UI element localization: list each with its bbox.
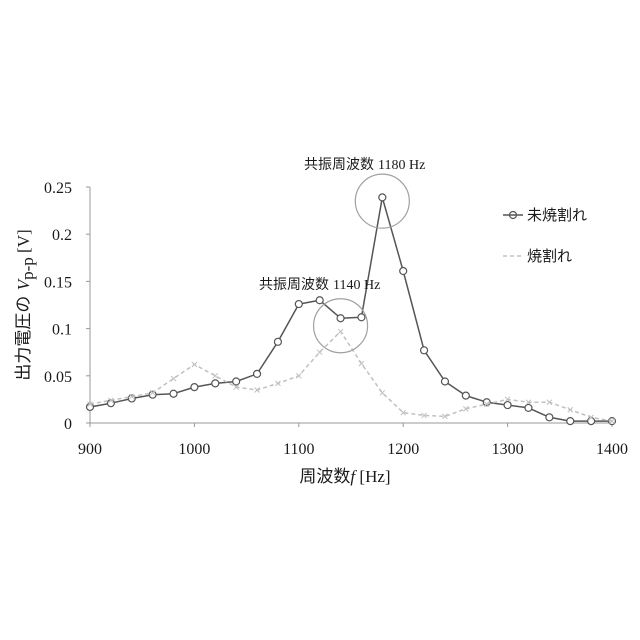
- y-tick-label-0: 0: [64, 416, 72, 433]
- x-tick-label-900: 900: [78, 441, 102, 458]
- series-1-point: [317, 350, 322, 355]
- series-0-point: [337, 315, 344, 322]
- y-axis-label-sub: p-p: [18, 257, 37, 280]
- x-tick-label-1100: 1100: [283, 441, 314, 458]
- series-1-point: [213, 373, 218, 378]
- annotation-value-peak1180: 1180 Hz: [378, 158, 425, 173]
- series-0-point: [421, 347, 428, 354]
- x-tick-label-1200: 1200: [387, 441, 419, 458]
- y-tick-label-1: 0.05: [44, 369, 72, 386]
- annotation-prefix-peak1140: 共振周波数: [259, 277, 329, 293]
- series-0-point: [274, 338, 281, 345]
- annotation-value-peak1140: 1140 Hz: [333, 278, 380, 293]
- series-0-point: [295, 301, 302, 308]
- x-axis-label-unit: [Hz]: [355, 467, 390, 486]
- series-0: [87, 194, 616, 425]
- series-0-point: [504, 402, 511, 409]
- y-axis-label: 出力電圧の Vp-p [V]: [14, 229, 37, 380]
- annotations: 共振周波数 1180 Hz 共振周波数 1140 Hz: [259, 157, 425, 353]
- series-0-point: [525, 404, 532, 411]
- plot-series: [87, 194, 616, 425]
- y-axis-label-unit: [V]: [14, 229, 33, 257]
- series-0-point: [462, 392, 469, 399]
- x-tick-label-1300: 1300: [492, 441, 524, 458]
- y-tick-label-5: 0.25: [44, 180, 72, 197]
- legend: 未焼割れ 焼割れ: [503, 206, 587, 265]
- series-0-point: [254, 370, 261, 377]
- series-0-point: [441, 378, 448, 385]
- y-tick-label-3: 0.15: [44, 274, 72, 291]
- series-0-point: [567, 418, 574, 425]
- series-0-point: [400, 268, 407, 275]
- series-1-point: [192, 362, 197, 367]
- series-1-point: [338, 329, 343, 334]
- annotation-peak1180: 共振周波数 1180 Hz: [304, 157, 425, 228]
- series-line-1: [90, 331, 612, 421]
- x-axis-label: 周波数f [Hz]: [299, 467, 390, 487]
- series-0-point: [233, 378, 240, 385]
- series-0-point: [191, 384, 198, 391]
- x-axis-label-prefix: 周波数: [299, 467, 350, 487]
- series-0-point: [170, 390, 177, 397]
- series-0-point: [358, 314, 365, 321]
- series-0-point: [588, 418, 595, 425]
- legend-label-unbaked: 未焼割れ: [527, 206, 587, 224]
- annotation-prefix-peak1180: 共振周波数: [304, 157, 374, 173]
- x-tick-label-1400: 1400: [596, 441, 628, 458]
- annotation-circle-peak1140: [314, 299, 368, 353]
- x-tick-label-1000: 1000: [178, 441, 210, 458]
- series-1-point: [380, 390, 385, 395]
- y-tick-label-2: 0.1: [52, 322, 72, 339]
- series-1: [88, 329, 615, 424]
- legend-item-baked: 焼割れ: [503, 247, 572, 265]
- y-axis-label-prefix: 出力電圧の: [14, 290, 34, 380]
- series-1-point: [359, 361, 364, 366]
- annotation-label-peak1140: 共振周波数 1140 Hz: [259, 277, 380, 293]
- series-1-point: [171, 376, 176, 381]
- legend-label-baked: 焼割れ: [527, 247, 572, 265]
- series-0-point: [546, 414, 553, 421]
- y-tick-label-4: 0.2: [52, 227, 72, 244]
- series-0-point: [212, 380, 219, 387]
- series-0-point: [316, 297, 323, 304]
- series-0-point: [379, 194, 386, 201]
- series-line-0: [90, 197, 612, 421]
- annotation-label-peak1180: 共振周波数 1180 Hz: [304, 157, 425, 173]
- legend-item-unbaked: 未焼割れ: [503, 206, 587, 224]
